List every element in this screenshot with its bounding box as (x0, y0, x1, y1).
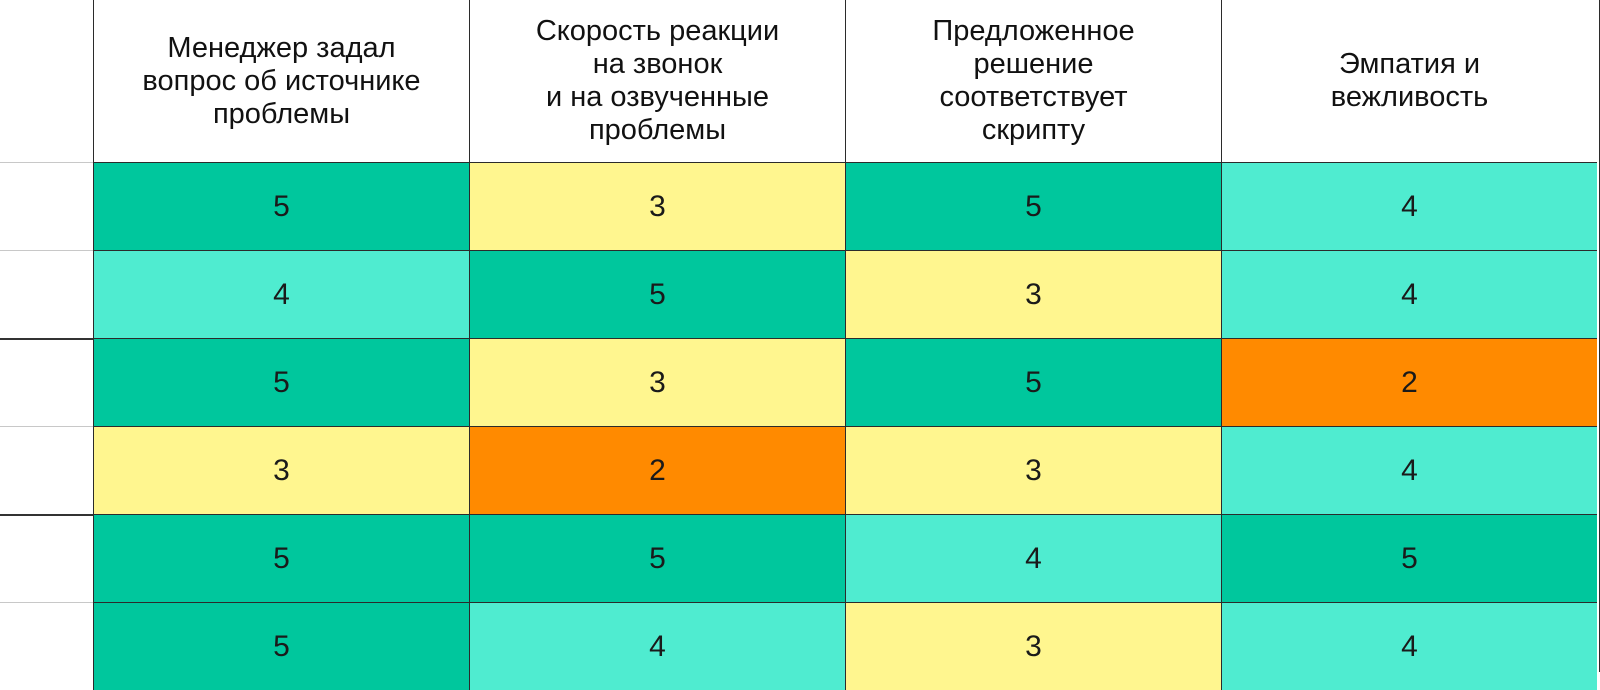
heatmap-cell: 3 (469, 162, 845, 250)
cell-value: 5 (649, 277, 666, 311)
cell-value: 4 (1401, 277, 1418, 311)
cell-value: 5 (1025, 365, 1042, 399)
cell-value: 3 (649, 365, 666, 399)
cell-value: 3 (1025, 277, 1042, 311)
column-header: Эмпатия и вежливость (1221, 0, 1597, 162)
heatmap-cell: 3 (93, 426, 469, 514)
heatmap-cell: 3 (845, 250, 1221, 338)
cell-value: 5 (1401, 541, 1418, 575)
heatmap-cell: 4 (1221, 162, 1597, 250)
heatmap-cell: 5 (469, 250, 845, 338)
heatmap-cell: 3 (845, 426, 1221, 514)
cell-value: 3 (1025, 629, 1042, 663)
heatmap-cell: 5 (845, 162, 1221, 250)
cell-value: 5 (273, 365, 290, 399)
heatmap-cell: 4 (469, 602, 845, 690)
cell-value: 5 (649, 541, 666, 575)
row-separator (0, 514, 93, 516)
column-header-label: Скорость реакции на звонок и на озвученн… (535, 15, 780, 146)
column-header-label: Эмпатия и вежливость (1330, 48, 1489, 113)
heatmap-cell: 2 (1221, 338, 1597, 426)
row-separator (0, 426, 93, 427)
row-separator (0, 338, 93, 340)
cell-value: 5 (1025, 189, 1042, 223)
heatmap-cell: 5 (93, 162, 469, 250)
cell-value: 4 (1401, 453, 1418, 487)
column-header-label: Предложенное решение соответствует скрип… (932, 15, 1135, 146)
cell-value: 3 (649, 189, 666, 223)
heatmap-cell: 4 (845, 514, 1221, 602)
column-header: Предложенное решение соответствует скрип… (845, 0, 1221, 162)
row-separator (0, 602, 93, 603)
cell-value: 3 (273, 453, 290, 487)
heatmap-cell: 3 (469, 338, 845, 426)
cell-value: 5 (273, 541, 290, 575)
column-header: Скорость реакции на звонок и на озвученн… (469, 0, 845, 162)
cell-value: 4 (1401, 189, 1418, 223)
heatmap-cell: 5 (469, 514, 845, 602)
cell-value: 4 (649, 629, 666, 663)
cell-value: 3 (1025, 453, 1042, 487)
heatmap-cell: 3 (845, 602, 1221, 690)
cell-value: 2 (649, 453, 666, 487)
cell-value: 5 (273, 629, 290, 663)
heatmap-cell: 5 (93, 514, 469, 602)
heatmap-cell: 5 (1221, 514, 1597, 602)
row-separator (0, 162, 93, 163)
cell-value: 4 (1025, 541, 1042, 575)
cell-value: 4 (273, 277, 290, 311)
heatmap-cell: 4 (93, 250, 469, 338)
heatmap-cell: 5 (845, 338, 1221, 426)
heatmap-cell: 4 (1221, 426, 1597, 514)
cell-value: 4 (1401, 629, 1418, 663)
column-header-label: Менеджер задал вопрос об источнике пробл… (142, 31, 421, 130)
row-separator (0, 250, 93, 251)
heatmap-cell: 5 (93, 338, 469, 426)
heatmap-cell: 2 (469, 426, 845, 514)
heatmap-cell: 4 (1221, 602, 1597, 690)
cell-value: 2 (1401, 365, 1418, 399)
heatmap-cell: 5 (93, 602, 469, 690)
cell-value: 5 (273, 189, 290, 223)
heatmap-cell: 4 (1221, 250, 1597, 338)
column-header: Менеджер задал вопрос об источнике пробл… (93, 0, 469, 162)
